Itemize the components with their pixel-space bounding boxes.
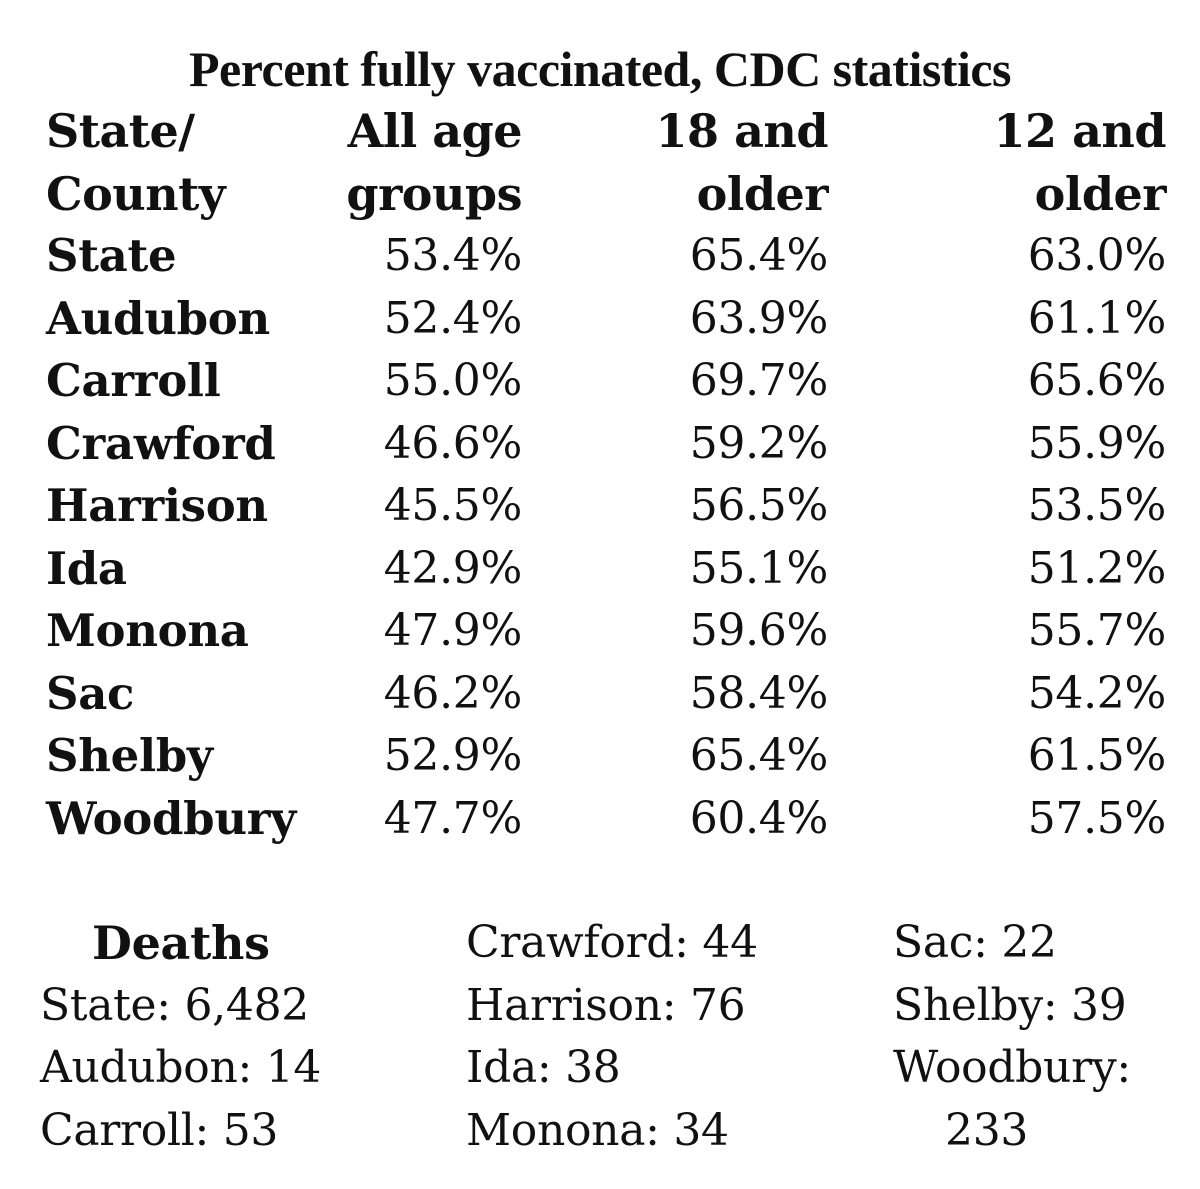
cell-12-older: 55.9% bbox=[1027, 417, 1167, 469]
cell-18-older: 59.2% bbox=[689, 417, 829, 469]
cell-all-ages: 52.9% bbox=[383, 730, 523, 781]
table-row: Carroll 55.0% 69.7% 65.6% bbox=[46, 350, 1166, 413]
table-row: Audubon 52.4% 63.9% 61.1% bbox=[46, 288, 1166, 351]
cell-12-older: 65.6% bbox=[1027, 355, 1167, 406]
table-row: Sac 46.2% 58.4% 54.2% bbox=[46, 663, 1166, 726]
column-header-12-older-line1: 12 and bbox=[993, 104, 1167, 158]
cell-18-older: 65.4% bbox=[689, 230, 829, 281]
vaccination-table: State/ All age 18 and 12 and County grou… bbox=[46, 100, 1167, 851]
deaths-item: Shelby: 39 bbox=[893, 979, 1127, 1031]
cell-12-older: 61.5% bbox=[1027, 730, 1167, 781]
table-row: Woodbury 47.7% 60.4% 57.5% bbox=[46, 788, 1166, 851]
deaths-column-2: Crawford: 44 Harrison: 76 Ida: 38 Monona… bbox=[466, 912, 758, 1162]
column-header-18-older-line1: 18 and bbox=[655, 104, 829, 158]
cell-18-older: 55.1% bbox=[689, 542, 829, 594]
table-row: Ida 42.9% 55.1% 51.2% bbox=[46, 538, 1166, 601]
table-row: Shelby 52.9% 65.4% 61.5% bbox=[46, 725, 1166, 788]
cell-12-older: 53.5% bbox=[1027, 480, 1167, 531]
table-row: Harrison 45.5% 56.5% 53.5% bbox=[46, 475, 1166, 538]
cell-all-ages: 46.6% bbox=[383, 417, 523, 469]
table-row: Crawford 46.6% 59.2% 55.9% bbox=[46, 413, 1166, 476]
cell-18-older: 59.6% bbox=[689, 605, 829, 656]
cell-18-older: 60.4% bbox=[689, 792, 829, 844]
deaths-item-continued: 233 bbox=[945, 1104, 1029, 1156]
cell-all-ages: 42.9% bbox=[383, 542, 523, 594]
cell-all-ages: 52.4% bbox=[383, 292, 523, 344]
table-row: State 53.4% 65.4% 63.0% bbox=[46, 225, 1166, 288]
deaths-column-3: Sac: 22 Shelby: 39 Woodbury: 233 bbox=[893, 912, 1131, 1162]
deaths-section: Deaths State: 6,482 Audubon: 14 Carroll:… bbox=[0, 912, 1200, 1162]
cell-12-older: 61.1% bbox=[1027, 292, 1167, 344]
cell-18-older: 58.4% bbox=[689, 667, 829, 719]
deaths-heading: Deaths bbox=[92, 916, 270, 970]
cell-all-ages: 46.2% bbox=[383, 667, 523, 719]
table-row: Monona 47.9% 59.6% 55.7% bbox=[46, 600, 1166, 663]
cell-12-older: 51.2% bbox=[1027, 542, 1167, 594]
deaths-item: State: 6,482 bbox=[40, 979, 309, 1031]
row-name: Harrison bbox=[46, 479, 268, 532]
column-header-state-county-line2: County bbox=[46, 166, 226, 221]
column-header-all-ages-line1: All age bbox=[347, 104, 523, 158]
cell-12-older: 57.5% bbox=[1027, 792, 1167, 844]
deaths-item: Crawford: 44 bbox=[466, 917, 758, 968]
deaths-item: Sac: 22 bbox=[893, 917, 1057, 968]
cell-18-older: 56.5% bbox=[689, 480, 829, 531]
row-name: Ida bbox=[46, 541, 127, 595]
row-name: Woodbury bbox=[46, 791, 296, 845]
deaths-item: Harrison: 76 bbox=[466, 979, 746, 1031]
cell-18-older: 69.7% bbox=[689, 355, 829, 406]
page-title: Percent fully vaccinated, CDC statistics bbox=[189, 41, 1011, 97]
column-header-all-ages-line2: groups bbox=[346, 166, 522, 221]
column-header-12-older-line2: older bbox=[1034, 166, 1167, 221]
cell-12-older: 54.2% bbox=[1027, 667, 1167, 719]
deaths-item: Woodbury: bbox=[893, 1042, 1131, 1093]
row-name: Sac bbox=[46, 666, 135, 720]
cell-all-ages: 55.0% bbox=[383, 355, 523, 406]
column-header-18-older-line2: older bbox=[696, 166, 829, 221]
deaths-item: Ida: 38 bbox=[466, 1042, 621, 1093]
table-header-row: State/ All age 18 and 12 and bbox=[46, 100, 1167, 163]
deaths-item: Audubon: 14 bbox=[40, 1042, 322, 1093]
row-name: State bbox=[46, 229, 177, 282]
row-name: Monona bbox=[46, 604, 249, 657]
cell-all-ages: 47.9% bbox=[383, 605, 523, 656]
row-name: Carroll bbox=[46, 354, 221, 407]
cell-18-older: 65.4% bbox=[689, 730, 829, 781]
cell-all-ages: 53.4% bbox=[383, 230, 523, 281]
cell-12-older: 55.7% bbox=[1027, 605, 1167, 656]
row-name: Audubon bbox=[46, 291, 270, 345]
cell-all-ages: 45.5% bbox=[383, 480, 523, 531]
deaths-column-1: Deaths State: 6,482 Audubon: 14 Carroll:… bbox=[40, 912, 321, 1162]
deaths-item: Monona: 34 bbox=[466, 1104, 729, 1156]
row-name: Shelby bbox=[46, 729, 213, 782]
table-header-row: County groups older older bbox=[46, 163, 1167, 226]
deaths-item: Carroll: 53 bbox=[40, 1104, 279, 1156]
row-name: Crawford bbox=[46, 416, 276, 470]
cell-12-older: 63.0% bbox=[1027, 230, 1167, 281]
cell-all-ages: 47.7% bbox=[383, 792, 523, 844]
column-header-state-county-line1: State/ bbox=[46, 104, 195, 158]
cell-18-older: 63.9% bbox=[689, 292, 829, 344]
